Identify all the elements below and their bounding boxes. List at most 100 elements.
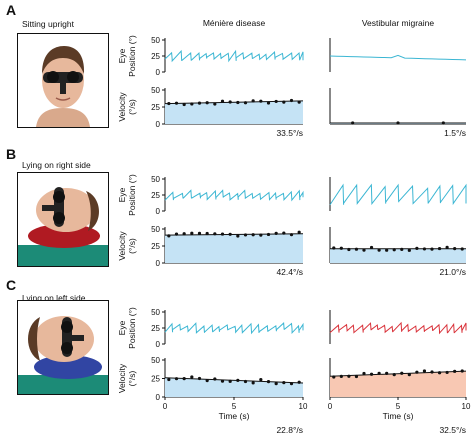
eye-trace-a-migraine [329, 54, 467, 61]
vel-point-b-meniere-15 [282, 231, 286, 235]
vel-point-c-meniere-6 [213, 377, 217, 381]
column-title-meniere: Ménière disease [202, 18, 266, 28]
vel-point-a-meniere-12 [259, 99, 263, 103]
vel-point-b-migraine-8 [392, 248, 396, 252]
time-axis-label-0: Time (s) [219, 411, 250, 421]
vel-point-b-migraine-0 [332, 246, 336, 250]
vel-point-a-meniere-1 [174, 101, 179, 105]
vel-point-c-migraine-16 [453, 369, 457, 373]
eye-tick-label-a-meniere-50: 50 [151, 36, 160, 45]
vel-point-b-meniere-5 [205, 231, 209, 236]
eye-trace-c-meniere [164, 322, 304, 335]
vel-point-c-migraine-10 [407, 373, 411, 377]
vel-point-c-migraine-7 [385, 371, 389, 375]
vel-point-b-meniere-1 [174, 232, 179, 236]
eye-sublabel-a-meniere: Position (°) [127, 35, 137, 77]
vel-point-c-migraine-8 [392, 373, 396, 377]
face-upright-illustration [17, 33, 109, 128]
vel-point-a-meniere-8 [228, 100, 232, 104]
vel-point-c-migraine-2 [347, 374, 351, 378]
vel-point-a-meniere-5 [205, 101, 209, 105]
velocity-value-c-meniere: 22.8°/s [276, 425, 303, 434]
vel-point-a-meniere-11 [251, 99, 255, 103]
panel-letter-b: B [6, 146, 17, 162]
vel-point-b-migraine-6 [377, 248, 381, 252]
vel-point-b-migraine-12 [422, 247, 427, 251]
vel-tick-label-a-meniere-25: 25 [151, 103, 160, 112]
vel-sublabel-b-meniere: (°/s) [127, 238, 137, 254]
vel-point-a-meniere-13 [266, 101, 271, 105]
vel-trend-b-meniere [164, 233, 304, 236]
vel-trend-c-meniere [164, 377, 304, 384]
vel-point-a-meniere-4 [197, 101, 202, 105]
time-tick-label-1-0: 0 [328, 402, 333, 411]
vel-point-a-meniere-10 [243, 101, 248, 105]
vel-point-b-migraine-3 [354, 247, 359, 251]
vel-point-b-migraine-5 [369, 245, 374, 250]
eye-label-a-meniere: Eye [117, 48, 127, 63]
vel-point-c-migraine-15 [445, 370, 449, 375]
eye-sublabel-b-meniere: Position (°) [127, 174, 137, 216]
eye-trace-b-meniere [164, 189, 304, 202]
eye-trace-c-migraine [329, 321, 467, 335]
vel-point-b-meniere-7 [220, 232, 225, 236]
eye-tick-label-c-meniere-0: 0 [156, 340, 161, 349]
vel-point-c-meniere-13 [266, 379, 271, 384]
vel-point-c-meniere-15 [282, 381, 286, 385]
eye-label-c-meniere: Eye [117, 320, 127, 335]
vel-point-c-migraine-4 [362, 371, 366, 376]
vel-sublabel-c-meniere: (°/s) [127, 370, 137, 386]
vel-point-c-meniere-8 [228, 379, 232, 383]
vel-point-c-meniere-12 [259, 378, 263, 382]
vel-point-c-meniere-2 [182, 377, 186, 381]
velocity-value-c-migraine: 32.5°/s [439, 425, 466, 434]
vel-tick-label-a-meniere-0: 0 [156, 120, 161, 129]
vel-point-b-meniere-0 [167, 234, 171, 238]
vel-point-b-meniere-12 [259, 233, 263, 237]
vel-point-b-meniere-2 [182, 232, 186, 236]
eye-tick-label-b-meniere-50: 50 [151, 175, 160, 184]
eye-tick-label-a-meniere-25: 25 [151, 52, 160, 61]
vel-trend-c-migraine [329, 370, 467, 377]
vel-fill-a-meniere [165, 100, 303, 124]
vel-point-c-meniere-7 [220, 379, 225, 383]
vel-point-a-meniere-9 [236, 100, 240, 105]
vel-point-a-meniere-16 [289, 98, 294, 103]
vel-point-c-migraine-11 [415, 370, 419, 374]
vel-point-c-meniere-5 [205, 379, 209, 383]
vel-point-b-migraine-11 [415, 246, 419, 250]
vel-point-b-migraine-9 [400, 247, 404, 251]
condition-title-a: Sitting upright [22, 19, 74, 29]
vel-point-b-meniere-14 [274, 231, 278, 235]
vel-sublabel-a-meniere: (°/s) [127, 99, 137, 115]
vel-point-c-migraine-6 [377, 371, 381, 375]
eye-label-b-meniere: Eye [117, 187, 127, 202]
vel-point-b-meniere-16 [289, 233, 294, 237]
vel-label-c-meniere: Velocity [117, 363, 127, 393]
eye-sublabel-c-meniere: Position (°) [127, 307, 137, 349]
vel-fill-b-meniere [165, 233, 303, 263]
eye-trace-a-meniere [164, 49, 304, 63]
vel-point-b-migraine-1 [339, 246, 343, 250]
vel-tick-label-c-meniere-0: 0 [156, 393, 161, 402]
vel-point-b-meniere-8 [228, 232, 232, 236]
eye-tick-label-b-meniere-25: 25 [151, 191, 160, 200]
vel-point-c-meniere-3 [190, 375, 194, 379]
vel-point-c-migraine-14 [437, 371, 442, 375]
vel-point-c-meniere-16 [289, 382, 294, 386]
vel-trend-a-meniere [164, 100, 304, 105]
time-tick-label-0-0: 0 [163, 402, 168, 411]
vel-point-b-migraine-16 [453, 247, 457, 251]
vel-point-b-meniere-3 [190, 231, 194, 235]
vel-point-a-meniere-15 [282, 100, 286, 104]
vel-point-b-migraine-2 [347, 247, 351, 252]
vel-point-a-migraine-0 [351, 121, 355, 125]
vel-point-b-meniere-6 [213, 232, 217, 236]
vel-point-b-meniere-13 [266, 232, 271, 237]
eye-tick-label-c-meniere-25: 25 [151, 324, 160, 333]
panel-letter-a: A [6, 2, 17, 18]
time-tick-label-0-10: 10 [299, 402, 308, 411]
vel-point-c-meniere-14 [274, 382, 278, 386]
vel-point-a-migraine-1 [396, 121, 400, 125]
velocity-value-b-migraine: 21.0°/s [439, 267, 466, 277]
